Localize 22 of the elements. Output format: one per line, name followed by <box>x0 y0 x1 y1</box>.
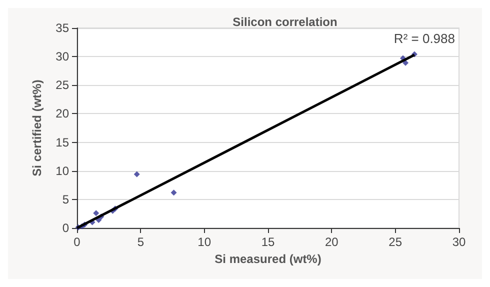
y-tick-label: 25 <box>56 78 70 92</box>
annotation: R² = 0.988 <box>394 31 456 46</box>
x-tick-label: 20 <box>324 235 339 249</box>
y-tick-label: 35 <box>56 21 70 35</box>
y-tick-label: 30 <box>56 50 70 64</box>
chart-title: Silicon correlation <box>232 15 338 29</box>
x-tick-label: 0 <box>74 235 81 249</box>
y-tick-label: 0 <box>62 221 70 235</box>
y-tick-label: 15 <box>56 135 70 150</box>
y-tick-label: 5 <box>62 192 70 206</box>
x-tick-label: 15 <box>261 235 275 249</box>
point <box>134 171 140 178</box>
x-tick-label: 30 <box>452 235 466 249</box>
y-tick-label: 10 <box>56 164 70 178</box>
x-axis-title: Si measured (wt%) <box>214 252 322 266</box>
y-tick-label: 20 <box>56 106 70 121</box>
x-tick-label: 25 <box>388 235 402 249</box>
x-tick-label: 10 <box>198 235 212 249</box>
y-axis-title: Si certified (wt%) <box>30 80 44 176</box>
x-tick-label: 5 <box>137 235 144 249</box>
point <box>170 190 177 196</box>
point <box>93 210 100 216</box>
